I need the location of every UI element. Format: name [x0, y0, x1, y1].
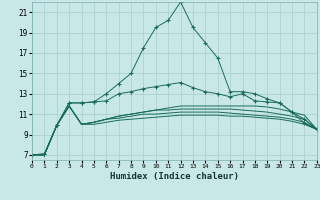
X-axis label: Humidex (Indice chaleur): Humidex (Indice chaleur): [110, 172, 239, 181]
